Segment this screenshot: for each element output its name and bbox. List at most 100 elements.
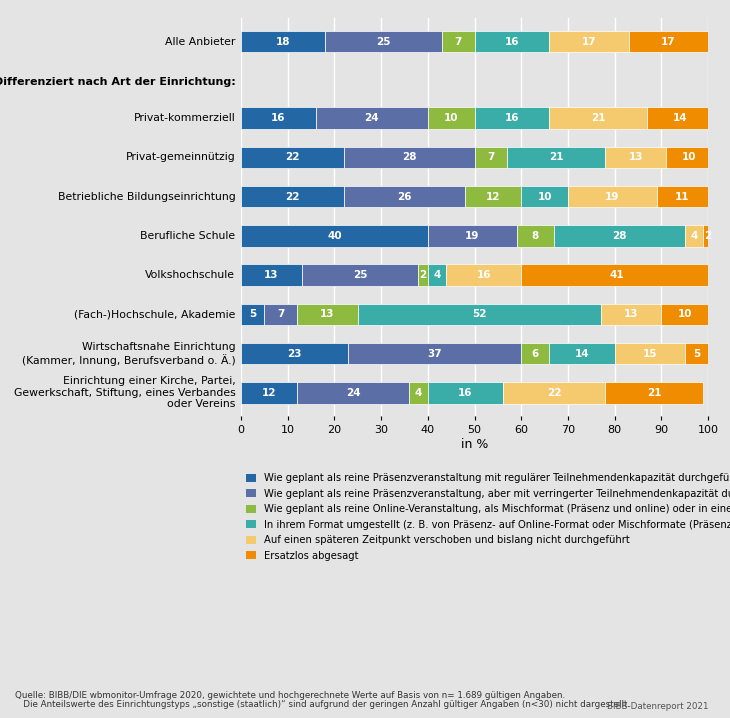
Text: Die Anteilswerte des Einrichtungstyps „sonstige (staatlich)“ sind aufgrund der g: Die Anteilswerte des Einrichtungstyps „s…: [15, 700, 629, 709]
Bar: [241, 225, 428, 247]
Text: 17: 17: [582, 37, 596, 47]
Text: 4: 4: [415, 388, 422, 398]
Bar: [315, 107, 428, 129]
Bar: [297, 304, 358, 325]
Text: 7: 7: [455, 37, 462, 47]
Text: 8: 8: [531, 231, 539, 241]
Text: 52: 52: [472, 309, 486, 320]
Text: 26: 26: [397, 192, 412, 202]
Bar: [241, 382, 297, 404]
Bar: [521, 342, 549, 365]
Bar: [605, 382, 704, 404]
Text: 22: 22: [285, 192, 299, 202]
Text: 16: 16: [504, 37, 519, 47]
Bar: [297, 382, 409, 404]
Bar: [549, 31, 629, 52]
Text: 37: 37: [428, 349, 442, 358]
Text: 19: 19: [465, 231, 480, 241]
Bar: [428, 264, 447, 286]
Bar: [442, 31, 474, 52]
Text: 4: 4: [691, 231, 698, 241]
Bar: [685, 225, 704, 247]
Bar: [517, 225, 554, 247]
Text: 10: 10: [677, 309, 692, 320]
Text: 5: 5: [693, 349, 700, 358]
Bar: [344, 186, 465, 208]
Text: 16: 16: [477, 270, 491, 280]
Text: 21: 21: [591, 113, 606, 123]
Bar: [301, 264, 418, 286]
Bar: [241, 107, 315, 129]
Text: 15: 15: [642, 349, 657, 358]
Text: 10: 10: [682, 152, 696, 162]
Bar: [241, 186, 344, 208]
Bar: [348, 342, 521, 365]
Text: Differenziert nach Art der Einrichtung:: Differenziert nach Art der Einrichtung:: [0, 77, 237, 87]
Bar: [241, 304, 264, 325]
Bar: [521, 264, 712, 286]
Bar: [241, 342, 348, 365]
Bar: [648, 107, 712, 129]
Bar: [447, 264, 521, 286]
Text: 16: 16: [504, 113, 519, 123]
Text: 5: 5: [249, 309, 256, 320]
Text: 41: 41: [610, 270, 624, 280]
Text: BIBB-Datenreport 2021: BIBB-Datenreport 2021: [607, 701, 708, 711]
Bar: [344, 146, 474, 168]
Text: 19: 19: [605, 192, 620, 202]
Bar: [465, 186, 521, 208]
Bar: [241, 264, 301, 286]
Bar: [661, 304, 708, 325]
Bar: [521, 186, 568, 208]
Text: 12: 12: [261, 388, 276, 398]
Text: 11: 11: [675, 192, 690, 202]
Bar: [629, 31, 708, 52]
Text: 28: 28: [402, 152, 416, 162]
Bar: [657, 186, 708, 208]
Bar: [474, 31, 549, 52]
Bar: [428, 382, 502, 404]
Text: 10: 10: [537, 192, 552, 202]
Text: 2: 2: [704, 231, 712, 241]
Text: 14: 14: [575, 349, 589, 358]
Bar: [409, 382, 428, 404]
Text: 18: 18: [276, 37, 291, 47]
Bar: [554, 225, 685, 247]
Text: 24: 24: [364, 113, 379, 123]
Bar: [704, 225, 712, 247]
Bar: [241, 31, 325, 52]
Text: 13: 13: [264, 270, 279, 280]
Text: 7: 7: [277, 309, 284, 320]
Text: 16: 16: [458, 388, 472, 398]
Bar: [358, 304, 601, 325]
Text: 12: 12: [486, 192, 501, 202]
Text: 17: 17: [661, 37, 676, 47]
Text: 21: 21: [647, 388, 661, 398]
Legend: Wie geplant als reine Präsenzveranstaltung mit regulärer Teilnehmendenkapazität : Wie geplant als reine Präsenzveranstaltu…: [246, 473, 730, 561]
Text: 21: 21: [549, 152, 564, 162]
Text: 10: 10: [444, 113, 458, 123]
Bar: [325, 31, 442, 52]
Bar: [685, 342, 708, 365]
Text: 23: 23: [288, 349, 302, 358]
Text: 40: 40: [327, 231, 342, 241]
Text: 6: 6: [531, 349, 539, 358]
Bar: [605, 146, 666, 168]
Bar: [428, 225, 517, 247]
Bar: [568, 186, 657, 208]
Bar: [549, 342, 615, 365]
Text: Quelle: BIBB/DIE wb​monitor-Umfrage 2020, gewichtete und hochgerechnete Werte au: Quelle: BIBB/DIE wb​monitor-Umfrage 2020…: [15, 691, 565, 700]
Bar: [615, 342, 685, 365]
Text: 13: 13: [623, 309, 638, 320]
Bar: [418, 264, 428, 286]
X-axis label: in %: in %: [461, 438, 488, 451]
Bar: [601, 304, 661, 325]
Text: 7: 7: [487, 152, 494, 162]
Bar: [549, 107, 648, 129]
Bar: [474, 107, 549, 129]
Bar: [666, 146, 712, 168]
Text: 24: 24: [346, 388, 361, 398]
Text: 25: 25: [376, 37, 391, 47]
Bar: [241, 146, 344, 168]
Text: 13: 13: [629, 152, 643, 162]
